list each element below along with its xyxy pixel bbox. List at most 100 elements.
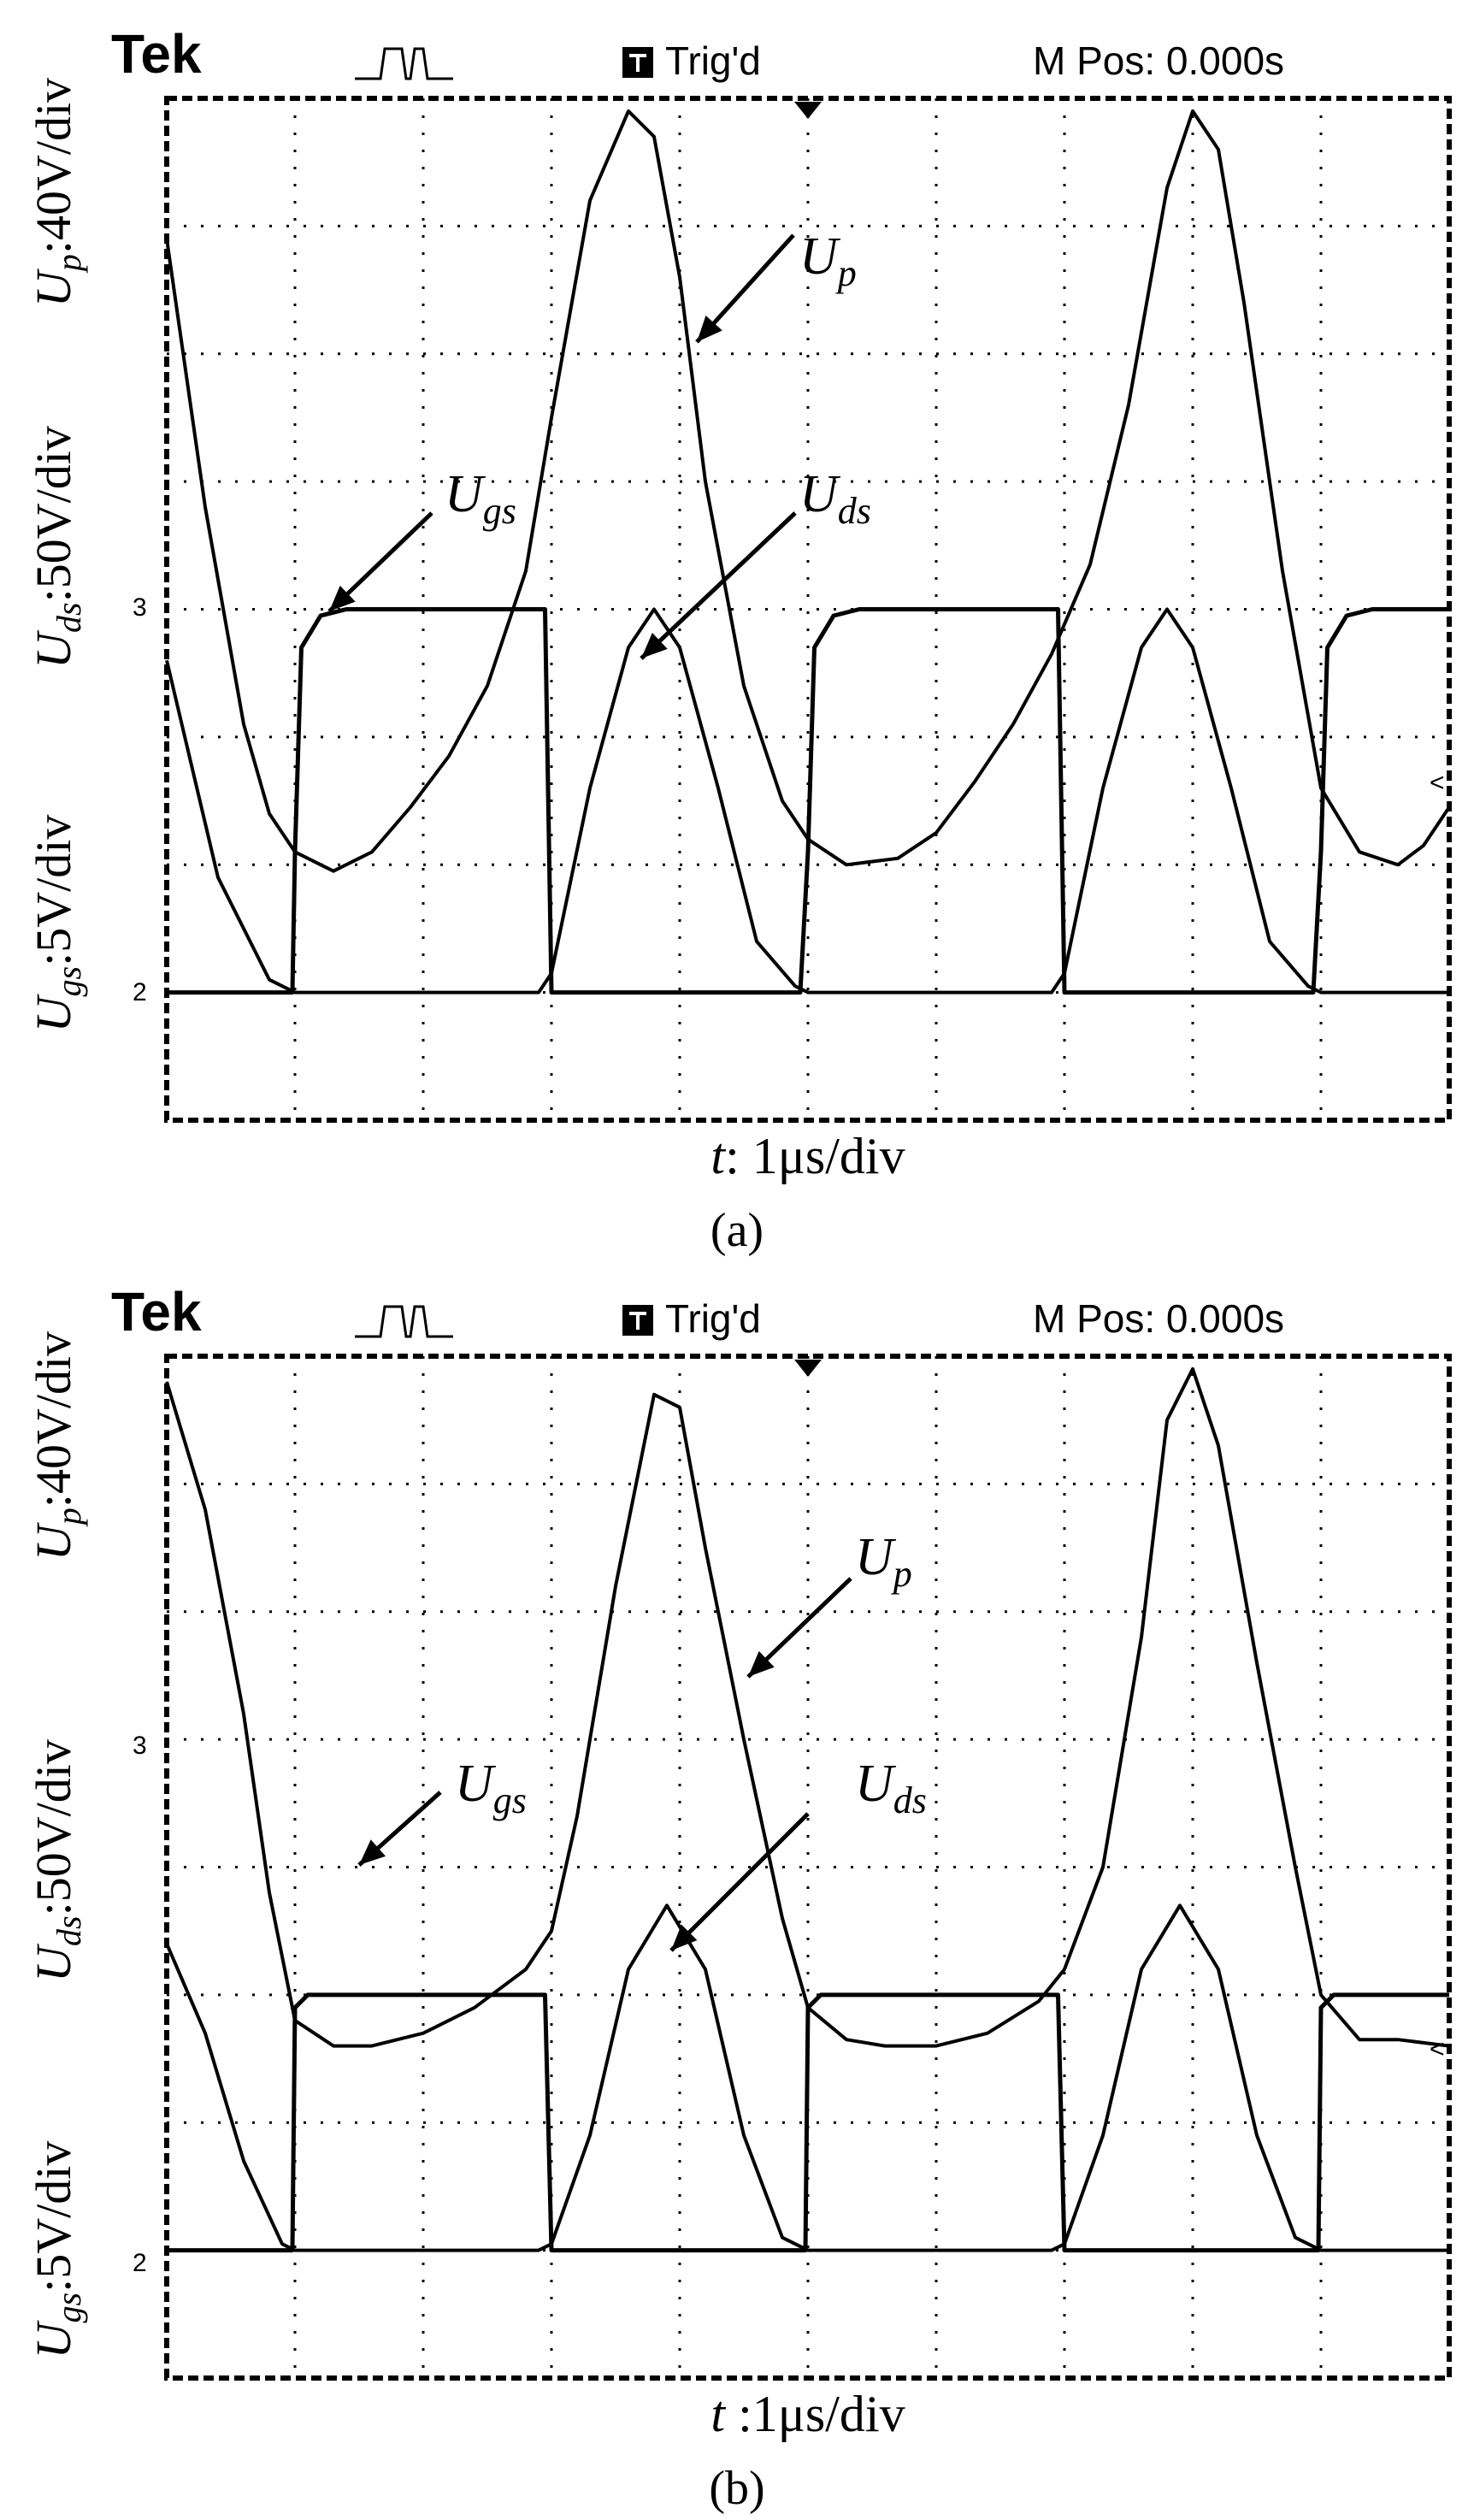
trigger-icon-glyph (629, 54, 646, 72)
x-axis-label-text: : 1μs/div (725, 1128, 905, 1184)
scope-panel-a: Tek Trig'd M Pos: 0.000s 3 2 < Up:40V/div Uds:5… (0, 0, 1474, 1258)
annotation-up-label: Up (799, 227, 857, 294)
ylabel-up-subscript: p (50, 1508, 88, 1527)
channel-markers: 3 2 < (133, 1732, 1445, 2277)
trigger-status: Trig'd (665, 38, 761, 83)
channel-marker: 2 (133, 2249, 147, 2277)
x-axis-label: t: 1μs/div (710, 1128, 905, 1184)
annotation-up-sub: p (835, 252, 857, 294)
channel-marker-label: 2 (133, 978, 147, 1006)
annotation-uds-sub: ds (893, 1779, 927, 1821)
tek-brand: Tek (111, 23, 202, 85)
level-marker-right: < (1430, 769, 1445, 797)
annotation-uds-sub: ds (838, 490, 871, 532)
m-position: M Pos: 0.000s (1033, 38, 1284, 83)
tek-brand-text: Tek (111, 1281, 202, 1343)
panel-caption-text: (a) (710, 1204, 764, 1257)
annotation-uds-base: U (855, 1755, 897, 1813)
annotation-ugs-base: U (445, 465, 486, 523)
graticule-frame (164, 1354, 1452, 2381)
annotation-uds-arrow-head (671, 1924, 698, 1950)
annotation-up-arrow-head (697, 316, 722, 342)
channel-marker: 3 (133, 593, 147, 622)
graticule (164, 1354, 1452, 2381)
trigger-pulse-icon (355, 47, 453, 80)
trigger-position-marker (794, 1360, 822, 1377)
annotation-ugs-base: U (455, 1755, 497, 1813)
annotation-uds: Uds (669, 1755, 927, 1952)
trace-up (165, 1366, 1450, 2048)
level-marker-right-label: < (1430, 769, 1445, 797)
ylabel-up-scale: :40V/div (26, 1331, 81, 1508)
ylabel-uds: Uds:50V/div (26, 1739, 88, 1982)
annotation-ugs-sub: gs (493, 1779, 527, 1821)
channel-markers: 3 2 < (133, 593, 1445, 1006)
annotation-ugs-label: Ugs (445, 465, 516, 532)
level-marker-right: < (1430, 2035, 1445, 2063)
annotation-ugs-arrow-head (359, 1839, 386, 1865)
annotation-up-label: Up (855, 1528, 912, 1595)
annotation-up: Up (746, 1528, 912, 1679)
annotation-uds-arrow-line (640, 511, 797, 660)
m-position-text: M Pos: 0.000s (1033, 1296, 1284, 1341)
channel-marker: 2 (133, 978, 147, 1006)
ylabel-ugs-scale: :5V/div (26, 2141, 81, 2293)
x-axis-label-text: :1μs/div (725, 2386, 905, 2442)
ylabel-uds-subscript: ds (50, 602, 88, 633)
ylabel-ugs-symbol: U (26, 2319, 81, 2358)
channel-marker-label: 2 (133, 2249, 147, 2277)
annotation-up-base: U (855, 1528, 897, 1586)
annotation-ugs-arrow-head (329, 585, 356, 611)
channel-marker-label: 3 (133, 1732, 147, 1760)
trace-ugs (167, 607, 1449, 995)
trigger-status-text: Trig'd (665, 1296, 761, 1341)
panel-caption: (b) (709, 2462, 764, 2515)
annotation-uds-label: Uds (799, 465, 871, 532)
ylabel-ugs: Ugs:5V/div (26, 815, 88, 1033)
annotation-uds-arrow-head (641, 633, 668, 658)
level-marker-right-label: < (1430, 2035, 1445, 2063)
annotation-ugs: Ugs (357, 1755, 527, 1867)
ylabel-ugs-scale: :5V/div (26, 815, 81, 966)
x-axis-label-symbol: t (710, 1128, 726, 1184)
ylabel-ugs: Ugs:5V/div (26, 2141, 88, 2359)
scope-header: Tek Trig'd M Pos: 0.000s (111, 1281, 1284, 1343)
annotation-ugs-sub: gs (483, 490, 516, 532)
oscilloscope-chart-b: Tek Trig'd M Pos: 0.000s32<Up:40V/divUds:5… (26, 1281, 1452, 2515)
annotation-uds-label: Uds (855, 1755, 927, 1821)
scope-panel-b: Tek Trig'd M Pos: 0.000s 3 2 < Up:40V/div Uds:5… (0, 1258, 1474, 2516)
trigger-status: Trig'd (665, 1296, 761, 1341)
trace-up (165, 109, 1451, 873)
channel-marker: 3 (133, 1732, 147, 1760)
annotation-uds-base: U (799, 465, 841, 523)
trigger-status-text: Trig'd (665, 38, 761, 83)
trace-ugs (167, 1992, 1449, 2253)
m-position: M Pos: 0.000s (1033, 1296, 1284, 1341)
ylabel-uds-subscript: ds (50, 1915, 88, 1946)
ylabel-up-symbol: U (26, 268, 81, 307)
scope-header: Tek Trig'd M Pos: 0.000s (111, 23, 1284, 85)
ylabel-ugs-symbol: U (26, 993, 81, 1032)
ylabel-uds-scale: :50V/div (26, 1739, 81, 1915)
ylabel-up: Up:40V/div (26, 1331, 88, 1561)
x-axis-label: t :1μs/div (710, 2386, 905, 2442)
ylabel-uds-symbol: U (26, 629, 81, 669)
ylabel-uds: Uds:50V/div (26, 426, 88, 669)
ylabel-up-subscript: p (50, 254, 88, 274)
trigger-position-marker (794, 102, 822, 119)
annotation-uds-arrow-line (669, 1812, 810, 1952)
panel-caption: (a) (710, 1204, 764, 1257)
m-position-text: M Pos: 0.000s (1033, 38, 1284, 83)
ylabel-up-scale: :40V/div (26, 78, 81, 254)
annotation-up: Up (695, 227, 857, 344)
ylabel-up-symbol: U (26, 1521, 81, 1561)
annotation-up-sub: p (891, 1553, 912, 1595)
tek-brand-text: Tek (111, 23, 202, 85)
panel-caption-text: (b) (709, 2462, 764, 2515)
ylabel-ugs-subscript: gs (50, 966, 88, 997)
ylabel-uds-symbol: U (26, 1943, 81, 1982)
annotation-up-base: U (799, 227, 841, 286)
tek-brand: Tek (111, 1281, 202, 1343)
annotation-ugs: Ugs (327, 465, 516, 613)
trace-uds (165, 607, 1449, 994)
